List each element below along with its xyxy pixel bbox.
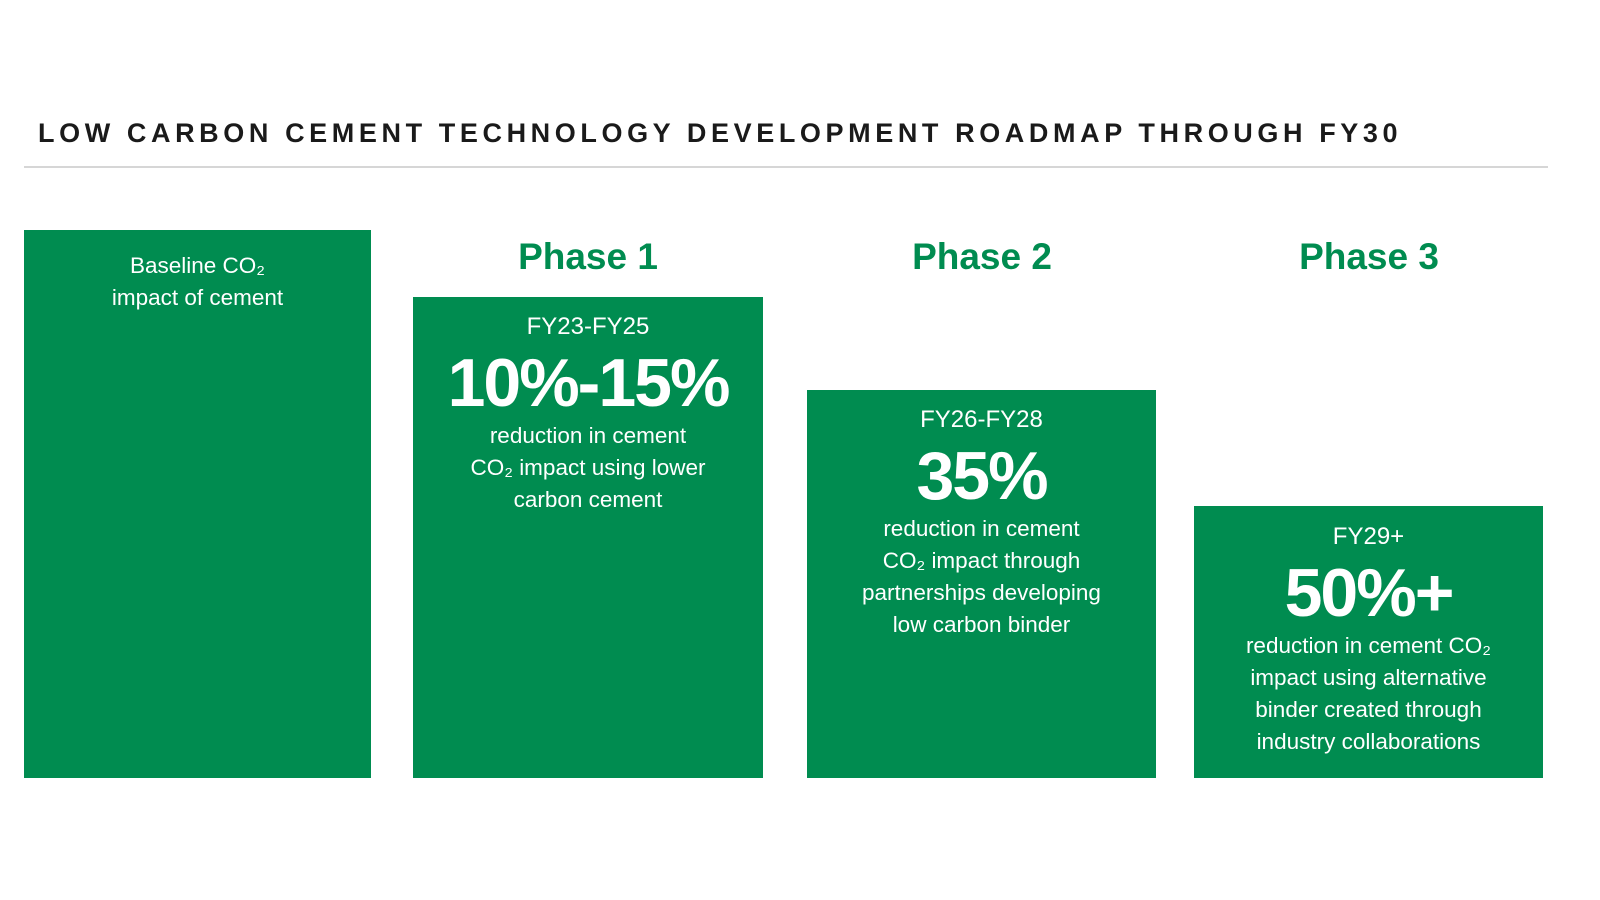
phase-3-heading: Phase 3 xyxy=(1299,236,1439,277)
phase-1-period: FY23-FY25 xyxy=(526,313,650,340)
phase-2-description: reduction in cement CO₂ impact through p… xyxy=(862,516,1101,637)
phase-3-period: FY29+ xyxy=(1332,523,1405,550)
phase-2-value: 35% xyxy=(916,438,1048,514)
phase-3-value: 50%+ xyxy=(1284,555,1455,631)
phase-1-heading: Phase 1 xyxy=(518,236,658,277)
phase-3-block: FY29+ 50%+ reduction in cement CO₂ impac… xyxy=(1194,506,1543,778)
phase-2-block: FY26-FY28 35% reduction in cement CO₂ im… xyxy=(807,390,1156,778)
phase-1-description: reduction in cement CO₂ impact using low… xyxy=(470,423,706,512)
baseline-block: Baseline CO₂ impact of cement xyxy=(24,230,371,778)
page-title: LOW CARBON CEMENT TECHNOLOGY DEVELOPMENT… xyxy=(38,118,1403,148)
phase-1-value: 10%-15% xyxy=(447,345,731,421)
phase-3-description: reduction in cement CO₂ impact using alt… xyxy=(1245,633,1492,754)
baseline-text: Baseline CO₂ impact of cement xyxy=(111,253,284,310)
phase-2-period: FY26-FY28 xyxy=(920,406,1043,433)
phase-2-heading: Phase 2 xyxy=(912,236,1052,277)
phase-1-block: FY23-FY25 10%-15% reduction in cement CO… xyxy=(413,297,763,778)
title-divider xyxy=(24,166,1548,168)
